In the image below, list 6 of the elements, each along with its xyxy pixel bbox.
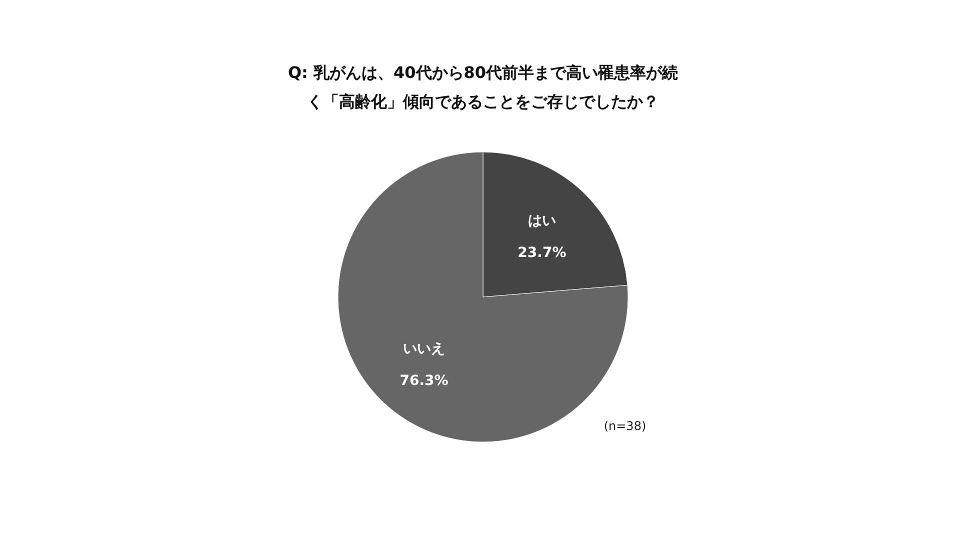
data-label: 23.7% — [518, 245, 566, 262]
text: (n=38) — [604, 419, 646, 433]
chart-title: Q: 乳がんは、40代から80代前半まで高い罹患率が続く「高齢化」傾向であることをご存じでしたか？ — [288, 63, 678, 111]
data-label: 76.3% — [400, 372, 448, 389]
slice-label: いいえ — [403, 340, 446, 357]
slice-label: はい — [528, 213, 556, 230]
